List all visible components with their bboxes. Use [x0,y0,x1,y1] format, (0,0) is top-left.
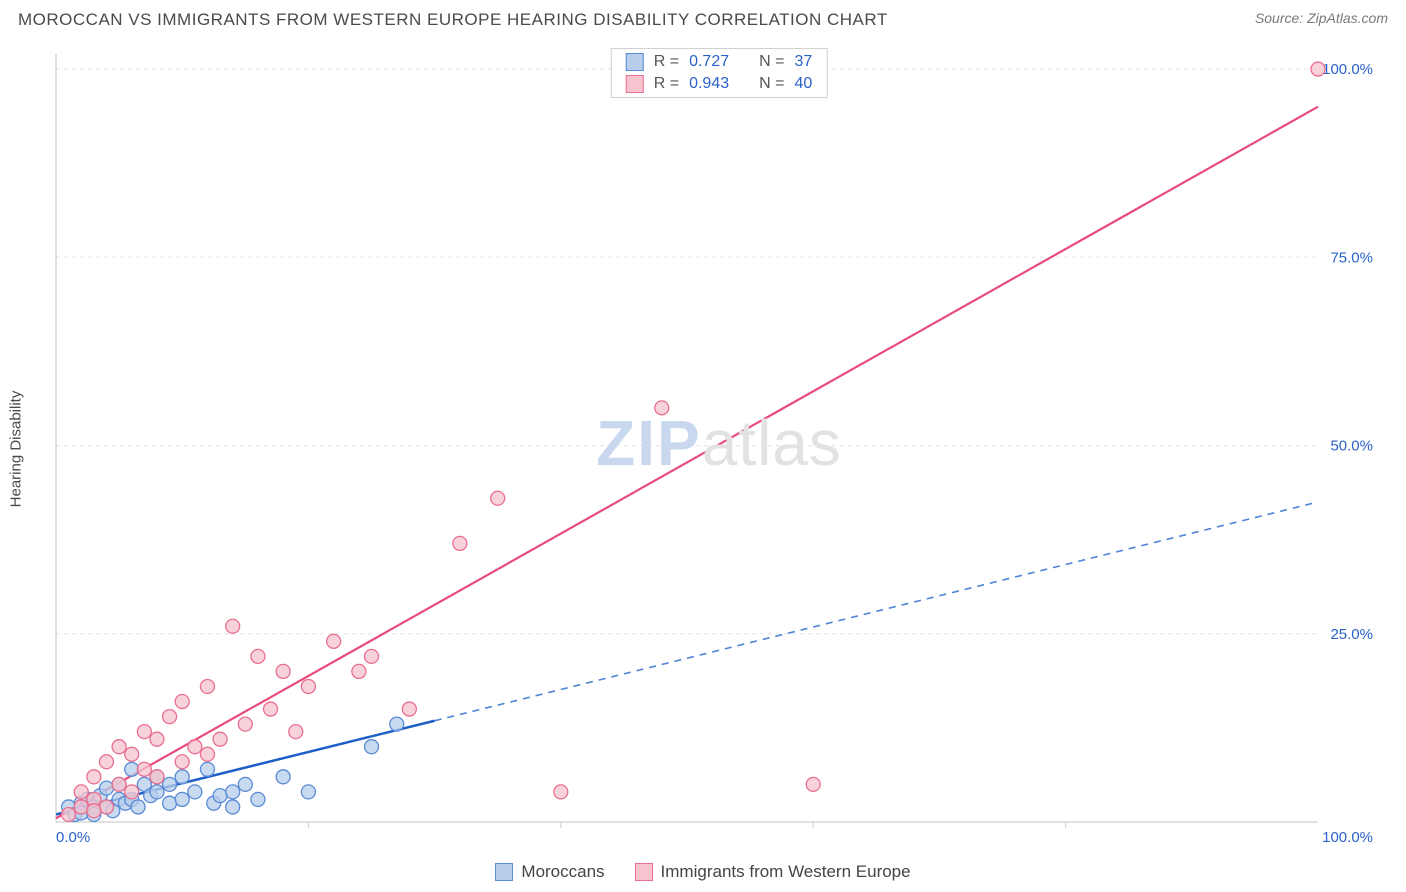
r-value-moroccans: 0.727 [689,53,729,71]
stats-row-immigrants: R = 0.943 N = 40 [612,73,827,95]
legend-swatch-immigrants [635,863,653,881]
stats-legend: R = 0.727 N = 37 R = 0.943 N = 40 [611,48,828,98]
n-label: N = [759,53,784,71]
legend-swatch-moroccans [495,863,513,881]
y-axis-label: Hearing Disability [8,391,25,508]
svg-text:100.0%: 100.0% [1322,829,1373,846]
source-label: Source: ZipAtlas.com [1255,10,1388,26]
swatch-moroccans [626,53,644,71]
legend-item-moroccans: Moroccans [495,862,604,882]
svg-text:75.0%: 75.0% [1330,249,1373,266]
r-label: R = [654,75,679,93]
r-label: R = [654,53,679,71]
stats-row-moroccans: R = 0.727 N = 37 [612,51,827,73]
chart-title: MOROCCAN VS IMMIGRANTS FROM WESTERN EURO… [18,10,888,30]
legend-label-moroccans: Moroccans [521,862,604,882]
svg-text:100.0%: 100.0% [1322,61,1373,78]
svg-text:0.0%: 0.0% [56,829,90,846]
svg-text:25.0%: 25.0% [1330,626,1373,643]
n-value-immigrants: 40 [794,75,812,93]
scatter-plot: 25.0% 50.0% 75.0% 100.0% 0.0% 100.0% [50,48,1388,850]
svg-text:50.0%: 50.0% [1330,438,1373,455]
chart-area: Hearing Disability ZIPatlas 25.0%50.0%75… [50,48,1388,850]
n-label: N = [759,75,784,93]
r-value-immigrants: 0.943 [689,75,729,93]
swatch-immigrants [626,75,644,93]
legend-label-immigrants: Immigrants from Western Europe [661,862,911,882]
n-value-moroccans: 37 [794,53,812,71]
legend-item-immigrants: Immigrants from Western Europe [635,862,911,882]
bottom-legend: Moroccans Immigrants from Western Europe [0,862,1406,882]
